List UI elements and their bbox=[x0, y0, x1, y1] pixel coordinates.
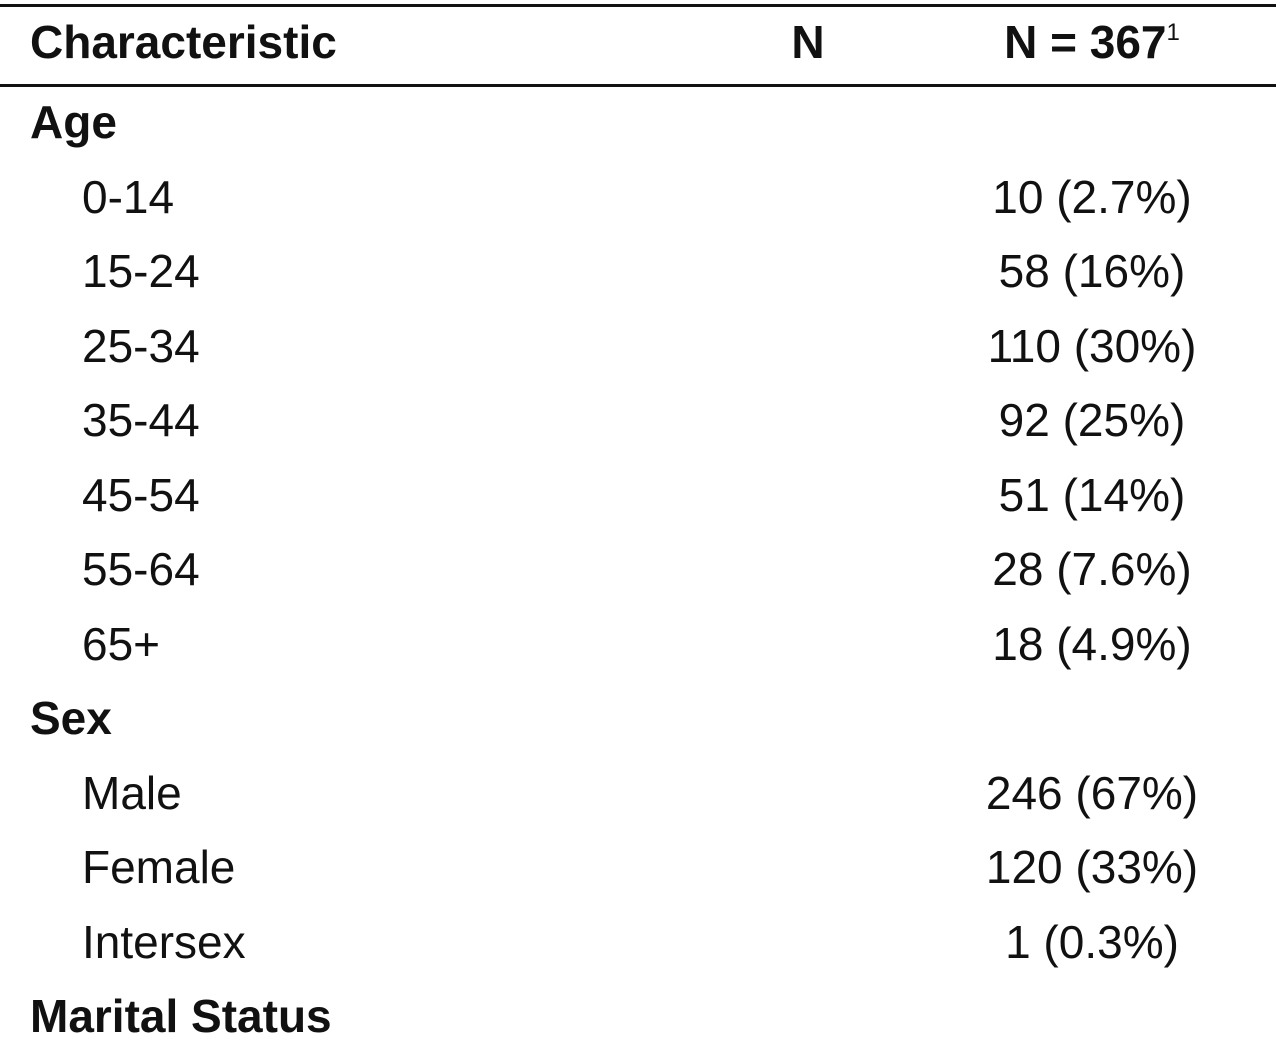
row-value: 110 (30%) bbox=[987, 319, 1197, 372]
group-label: Sex bbox=[30, 692, 112, 744]
row-value: 10 (2.7%) bbox=[992, 170, 1192, 223]
row-label: 45-54 bbox=[82, 468, 200, 521]
row-value: 58 (16%) bbox=[998, 245, 1186, 297]
row-value: 120 (33%) bbox=[985, 841, 1199, 893]
row-label: Female bbox=[82, 841, 236, 893]
row-label: Intersex bbox=[82, 915, 246, 968]
row-value: 28 (7.6%) bbox=[992, 543, 1192, 595]
row-label: 55-64 bbox=[82, 543, 200, 595]
row-label: 35-44 bbox=[82, 394, 200, 446]
row-label: Male bbox=[82, 766, 182, 819]
header-total: N = 367 bbox=[1004, 16, 1167, 68]
footnote-marker: 1 bbox=[1166, 19, 1180, 46]
row-value: 18 (4.9%) bbox=[992, 617, 1192, 670]
row-value: 51 (14%) bbox=[998, 468, 1186, 521]
top-rule bbox=[0, 4, 1276, 7]
row-label: 25-34 bbox=[82, 319, 200, 372]
header-total-cell: N = 3671 bbox=[1004, 19, 1180, 65]
row-label: 65+ bbox=[82, 617, 161, 670]
row-value: 92 (25%) bbox=[998, 394, 1186, 446]
row-label: 0-14 bbox=[82, 170, 175, 223]
row-value: 246 (67%) bbox=[985, 766, 1199, 819]
header-rule bbox=[0, 84, 1276, 87]
group-label: Age bbox=[30, 96, 117, 148]
row-value: 1 (0.3%) bbox=[1005, 915, 1179, 968]
group-label: Marital Status bbox=[30, 990, 332, 1042]
header-characteristic: Characteristic bbox=[30, 16, 337, 68]
row-label: 15-24 bbox=[82, 245, 200, 297]
header-n: N bbox=[791, 16, 825, 68]
